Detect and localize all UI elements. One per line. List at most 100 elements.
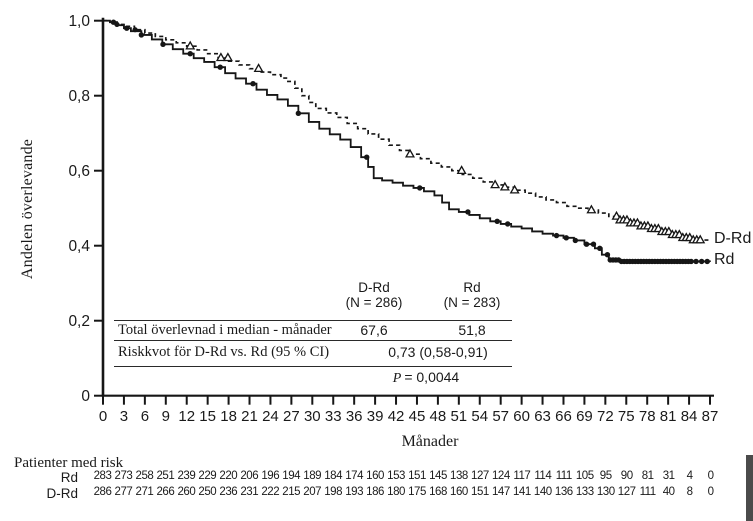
rd-censor-dot	[160, 41, 166, 48]
at-risk-count: 194	[282, 470, 301, 482]
at-risk-count: 160	[366, 470, 384, 482]
y-tick-label: 0	[81, 388, 90, 405]
stats-col1-n: (N = 286)	[345, 295, 403, 310]
at-risk-count: 81	[641, 470, 654, 482]
at-risk-row-label-d-rd: D-Rd	[46, 486, 78, 501]
at-risk-count: 136	[554, 486, 573, 498]
y-axis-title: Andelen överlevande	[19, 138, 36, 280]
rd-censor-dot	[110, 19, 117, 25]
rd-censor-dot	[597, 245, 603, 252]
at-risk-count: 266	[156, 486, 175, 498]
at-risk-count: 207	[303, 486, 322, 498]
x-axis-title: Månader	[401, 433, 459, 450]
rd-censor-dot	[217, 64, 223, 70]
rd-censor-dot	[138, 32, 145, 38]
stats-row2-value: 0,73 (0,58-0,91)	[388, 344, 488, 360]
at-risk-row-rd: 283 273 258 251 239 229 220 206 196 194 189 184 174 1…	[92, 470, 721, 482]
rd-censor-dot	[563, 235, 569, 241]
rd-censor-dot	[693, 258, 699, 265]
legend-label-rd: Rd	[714, 251, 735, 268]
x-tick-label: 9	[162, 408, 170, 425]
at-risk-count: 189	[303, 470, 322, 482]
rd-censor-dot	[590, 241, 597, 247]
stats-row1-value-rd: 51,8	[458, 322, 486, 338]
d-rd-censor-triangle	[456, 165, 467, 175]
at-risk-count: 184	[324, 470, 343, 482]
at-risk-count: 206	[240, 470, 259, 482]
rd-censor-dot	[494, 218, 500, 225]
at-risk-count: 239	[177, 470, 196, 482]
y-tick-label: 0,2	[68, 313, 90, 330]
rd-censor-dot	[504, 221, 511, 227]
x-tick-label: 54	[471, 408, 488, 425]
at-risk-count: 168	[429, 486, 447, 498]
x-tick-label: 69	[576, 408, 593, 425]
rd-censor-dot	[364, 154, 370, 160]
at-risk-count: 140	[533, 486, 552, 498]
at-risk-count: 111	[555, 470, 573, 482]
at-risk-count: 31	[662, 470, 675, 482]
stats-row2-label: Riskkvot för D-Rd vs. Rd (95 % CI)	[118, 344, 330, 360]
rd-censor-dot	[417, 185, 423, 191]
x-tick-label: 72	[597, 408, 614, 425]
d-rd-censor-triangle	[499, 181, 510, 191]
y-tick-label: 1,0	[68, 13, 90, 30]
at-risk-count: 250	[198, 486, 217, 498]
at-risk-count: 277	[114, 486, 133, 498]
d-rd-censor-triangle	[222, 52, 233, 62]
rd-censor-dot	[295, 110, 302, 117]
at-risk-count: 151	[408, 470, 426, 482]
table-rule	[114, 340, 512, 341]
at-risk-count: 151	[471, 486, 489, 498]
stats-p-value-row: P = 0,0044	[371, 369, 481, 387]
at-risk-count: 127	[471, 470, 489, 482]
at-risk-count: 127	[617, 486, 636, 498]
rd-censor-dot	[688, 258, 694, 265]
at-risk-count: 196	[261, 470, 280, 482]
d-rd-censor-triangle	[509, 184, 520, 194]
scrollbar-thumb[interactable]	[746, 455, 753, 521]
stats-col2-n: (N = 283)	[443, 295, 501, 310]
x-tick-label: 18	[220, 408, 237, 425]
x-tick-label: 27	[283, 408, 300, 425]
x-tick-label: 0	[99, 408, 107, 425]
at-risk-count: 180	[387, 486, 405, 498]
rd-censor-dot	[698, 258, 705, 265]
at-risk-title: Patienter med risk	[14, 455, 124, 471]
legend-label-d-rd: D-Rd	[714, 230, 752, 247]
stats-col1-name: D-Rd	[358, 280, 390, 295]
at-risk-count: 186	[366, 486, 384, 498]
at-risk-count: 193	[345, 486, 364, 498]
x-tick-label: 24	[262, 408, 279, 425]
rd-censor-dot	[583, 241, 590, 247]
x-tick-label: 21	[241, 408, 258, 425]
at-risk-count: 286	[93, 486, 112, 498]
at-risk-count: 130	[596, 486, 615, 498]
at-risk-count: 260	[177, 486, 196, 498]
table-rule	[114, 320, 512, 321]
stats-row1-label: Total överlevnad i median - månader	[118, 322, 332, 338]
at-risk-count: 236	[219, 486, 238, 498]
x-tick-label: 3	[120, 408, 128, 425]
y-tick-label: 0,8	[68, 88, 90, 105]
at-risk-count: 251	[156, 470, 175, 482]
d-rd-curve	[103, 19, 710, 241]
at-risk-count: 147	[491, 486, 510, 498]
stats-row1-value-d-rd: 67,6	[360, 322, 388, 338]
x-tick-label: 51	[450, 408, 467, 425]
x-tick-label: 42	[388, 408, 405, 425]
x-tick-label: 57	[492, 408, 509, 425]
x-tick-label: 36	[346, 408, 363, 425]
x-tick-label: 39	[367, 408, 384, 425]
x-tick-label: 45	[409, 408, 426, 425]
x-tick-label: 48	[430, 408, 447, 425]
at-risk-count: 0	[707, 486, 714, 498]
at-risk-count: 174	[345, 470, 364, 482]
rd-censor-dot	[572, 237, 579, 244]
x-tick-label: 87	[702, 408, 719, 425]
x-tick-label: 12	[178, 408, 195, 425]
rd-curve	[103, 19, 711, 263]
at-risk-count: 4	[686, 470, 693, 482]
